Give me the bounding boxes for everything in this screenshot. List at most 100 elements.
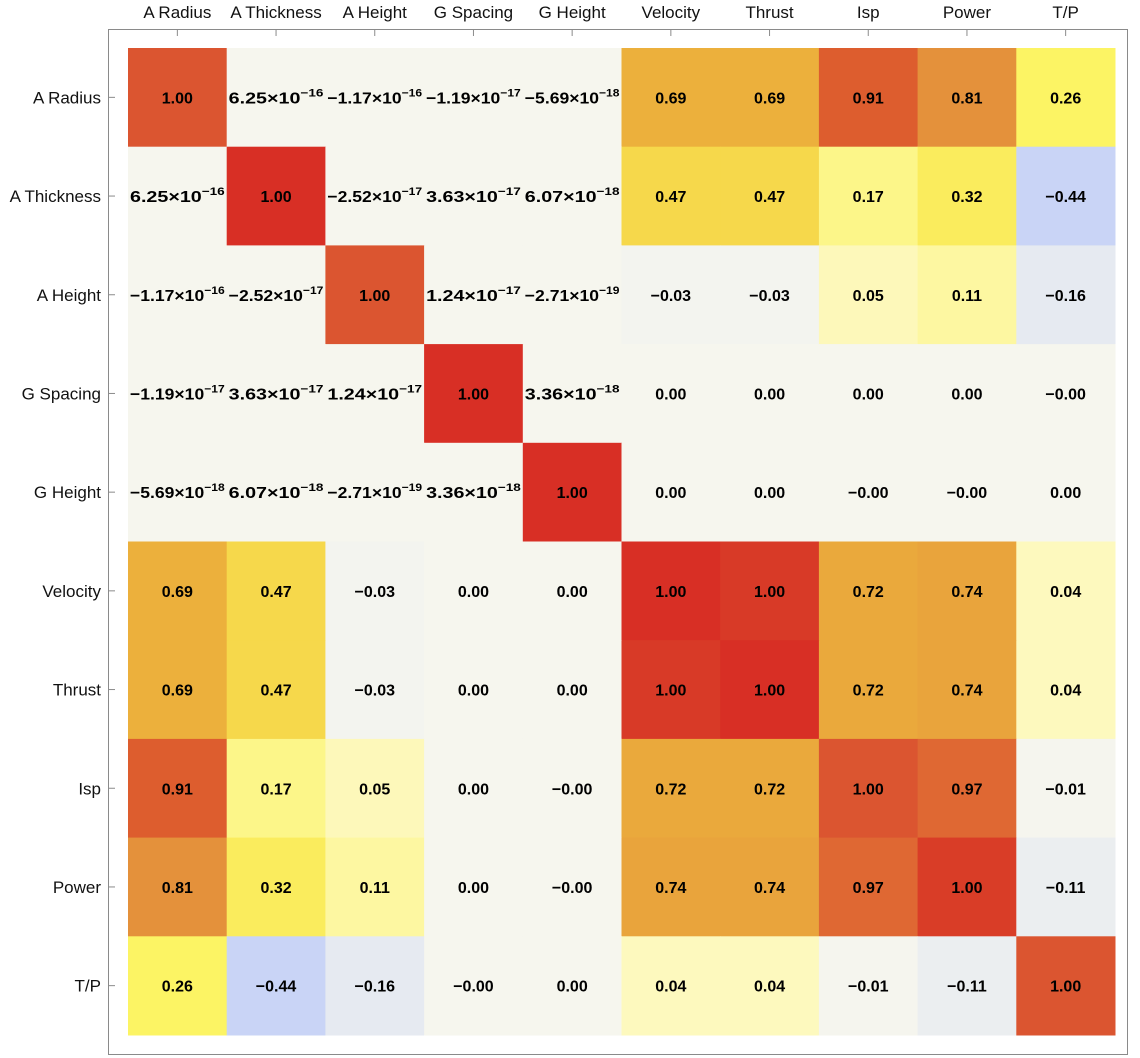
heatmap-cell xyxy=(917,48,1017,148)
column-label: G Height xyxy=(539,3,606,22)
cell-value-label: 0.74 xyxy=(655,880,686,897)
heatmap-cell xyxy=(917,837,1017,937)
heatmap-cell xyxy=(424,640,524,740)
cell-value-label: 0.05 xyxy=(853,288,884,305)
cell-value-label: −0.00 xyxy=(1045,386,1086,403)
heatmap-cell xyxy=(621,738,721,839)
heatmap-cell xyxy=(1016,640,1116,740)
cell-value-label: −0.03 xyxy=(355,584,396,601)
cell-value-label: −0.11 xyxy=(1046,880,1086,897)
row-label: A Thickness xyxy=(10,187,101,206)
cell-value-label: 0.00 xyxy=(458,683,489,700)
heatmap-cell xyxy=(1016,738,1116,839)
heatmap-cell xyxy=(720,837,820,937)
heatmap-cell xyxy=(128,442,228,542)
heatmap-cell xyxy=(1016,245,1116,345)
cell-value-label: 0.74 xyxy=(951,584,982,601)
cell-value-label: 0.00 xyxy=(458,781,489,798)
heatmap-cell xyxy=(1016,541,1116,641)
heatmap-cell xyxy=(424,541,524,641)
cell-value-label: −0.11 xyxy=(947,979,987,996)
cell-value-label: 0.00 xyxy=(655,485,686,502)
row-label: A Radius xyxy=(33,88,101,107)
cell-value-label: 0.47 xyxy=(260,584,291,601)
heatmap-cell xyxy=(1016,936,1116,1036)
heatmap-cell xyxy=(522,837,622,937)
heatmap-cell xyxy=(522,344,622,444)
column-labels: A Radius A Thickness A Height G Spacing G He… xyxy=(143,3,1079,22)
heatmap-cell xyxy=(917,344,1017,444)
cell-value-label: 0.69 xyxy=(754,90,785,107)
cell-value-label: −0.00 xyxy=(848,485,889,502)
heatmap-cell xyxy=(818,442,919,542)
cell-value-label: −0.03 xyxy=(651,288,692,305)
heatmap-cell xyxy=(917,541,1017,641)
cell-value-label: 1.24×10 −17 xyxy=(426,285,521,305)
cell-value-label: 0.26 xyxy=(162,979,193,996)
cell-value-label: 0.72 xyxy=(754,781,785,798)
cell-value-label: 1.00 xyxy=(655,683,686,700)
heatmap-cell xyxy=(424,738,524,839)
heatmap-cell xyxy=(325,48,425,148)
heatmap-cell xyxy=(720,640,820,740)
heatmap-cell xyxy=(128,936,228,1036)
heatmap-cell xyxy=(226,541,326,641)
column-label: T/P xyxy=(1052,3,1078,22)
heatmap-cell xyxy=(128,48,228,148)
heatmap-cell xyxy=(522,640,622,740)
cell-value-label: 0.00 xyxy=(557,979,588,996)
cell-value-label: 0.04 xyxy=(754,979,785,996)
heatmap-cell xyxy=(1016,344,1116,444)
heatmap-cell xyxy=(621,837,721,937)
heatmap-cell xyxy=(128,146,228,246)
heatmap-cell xyxy=(818,541,919,641)
cell-value-label: −5.69×10 −18 xyxy=(130,482,225,502)
heatmap-cell xyxy=(621,640,721,740)
heatmap-cell xyxy=(424,344,524,444)
heatmap-cell xyxy=(1016,146,1116,246)
row-label: G Height xyxy=(34,483,101,502)
row-label: T/P xyxy=(75,977,101,996)
cell-value-label: 3.63×10 −17 xyxy=(229,383,324,403)
cell-value-label: −0.00 xyxy=(552,781,593,798)
heatmap-cell xyxy=(128,541,228,641)
column-label: A Height xyxy=(343,3,408,22)
heatmap-cell xyxy=(325,541,425,641)
heatmap-cell xyxy=(325,245,425,345)
cell-value-label: 0.74 xyxy=(951,683,982,700)
heatmap-cell xyxy=(522,541,622,641)
cell-value-label: 0.74 xyxy=(754,880,785,897)
cell-value-label: 0.00 xyxy=(754,386,785,403)
heatmap-cell xyxy=(325,738,425,839)
heatmap-cell xyxy=(226,936,326,1036)
cell-value-label: 0.47 xyxy=(754,189,785,206)
heatmap-cell xyxy=(720,146,820,246)
cell-value-label: 0.00 xyxy=(754,485,785,502)
heatmap-cell xyxy=(226,442,326,542)
row-label: G Spacing xyxy=(22,384,101,403)
heatmap-cell xyxy=(522,442,622,542)
cell-value-label: 0.17 xyxy=(853,189,884,206)
cell-value-label: −0.03 xyxy=(749,288,790,305)
heatmap-cell xyxy=(1016,442,1116,542)
heatmap-cell xyxy=(226,837,326,937)
cell-value-label: 0.00 xyxy=(655,386,686,403)
cell-value-label: 0.00 xyxy=(458,880,489,897)
cell-value-label: −0.00 xyxy=(552,880,593,897)
cell-value-label: −0.16 xyxy=(355,979,396,996)
heatmap-cell xyxy=(720,48,820,148)
heatmap-cell xyxy=(522,936,622,1036)
cell-value-label: 0.72 xyxy=(853,683,884,700)
heatmap-cell xyxy=(325,344,425,444)
cell-value-label: 0.00 xyxy=(951,386,982,403)
cell-value-label: 1.00 xyxy=(951,880,982,897)
heatmap-cell xyxy=(917,936,1017,1036)
column-label: Thrust xyxy=(745,3,793,22)
cell-value-label: 0.32 xyxy=(951,189,982,206)
cell-value-label: 0.11 xyxy=(360,880,390,897)
cell-value-label: −2.71×10 −19 xyxy=(525,285,620,305)
column-label: Power xyxy=(943,3,992,22)
heatmap-cell xyxy=(720,442,820,542)
cell-value-label: 0.47 xyxy=(260,683,291,700)
column-label: Velocity xyxy=(642,3,701,22)
